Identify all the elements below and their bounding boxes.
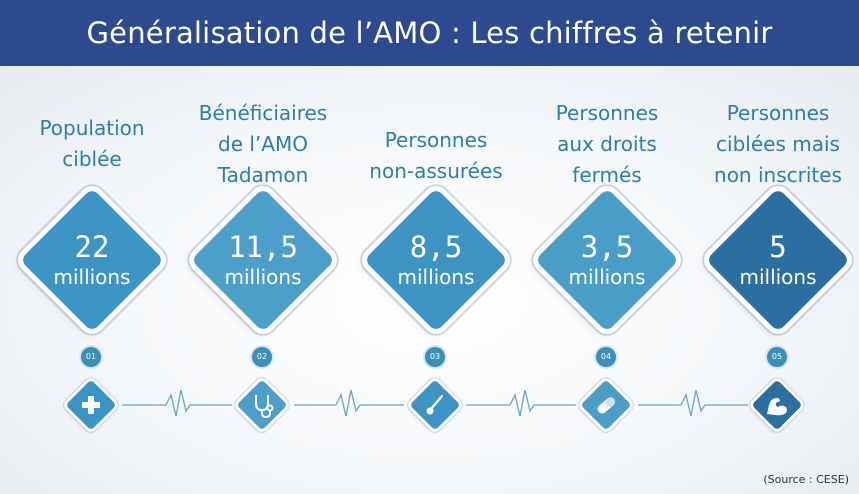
source-note: (Source : CESE) (763, 473, 849, 486)
icon-badge-4 (578, 377, 634, 433)
step-number-5: 05 (767, 347, 787, 367)
value-unit: millions (568, 265, 646, 289)
diamond-text: 5 millions (703, 185, 853, 335)
label-line: Personnes (555, 101, 659, 125)
pill-icon (597, 397, 616, 414)
value-number: 11,5 (228, 230, 298, 264)
label-line: ciblées mais (716, 132, 840, 156)
label-beneficiaires: Bénéficiaires de l’AMO Tadamon (178, 98, 348, 191)
label-line: aux droits (557, 132, 657, 156)
icon-badge-2 (234, 377, 290, 433)
medical-cross-icon (82, 396, 100, 414)
label-line: fermés (572, 163, 642, 187)
step-number-2: 02 (252, 347, 272, 367)
label-line: Bénéficiaires (198, 101, 328, 125)
value-number: 8,5 (409, 230, 463, 264)
label-line: de l’AMO (218, 132, 308, 156)
label-non-inscrites: Personnes ciblées mais non inscrites (693, 98, 859, 191)
label-line: Population (39, 116, 145, 140)
value-diamond-4: 3,5 millions (532, 185, 682, 335)
label-line: non-assurées (369, 159, 503, 183)
value-unit: millions (739, 265, 817, 289)
value-number: 5 (769, 230, 787, 264)
step-number-3: 03 (425, 347, 445, 367)
thermometer-icon (426, 394, 444, 415)
value-diamond-1: 22 millions (17, 185, 167, 335)
page-title: Généralisation de l’AMO : Les chiffres à… (86, 16, 773, 50)
value-number: 22 (74, 230, 110, 264)
heartbeat-line (122, 389, 748, 417)
label-line: Personnes (384, 128, 488, 152)
value-unit: millions (397, 265, 475, 289)
label-line: Personnes (726, 101, 830, 125)
value-unit: millions (224, 265, 302, 289)
title-banner: Généralisation de l’AMO : Les chiffres à… (0, 0, 859, 66)
arm-muscle-icon (767, 398, 787, 416)
icon-badge-3 (407, 377, 463, 433)
diamond-text: 8,5 millions (361, 185, 511, 335)
value-diamond-5: 5 millions (703, 185, 853, 335)
value-diamond-2: 11,5 millions (188, 185, 338, 335)
stethoscope-icon (255, 395, 274, 419)
label-droits-fermes: Personnes aux droits fermés (522, 98, 692, 191)
label-population-ciblee: Population ciblée (7, 113, 177, 175)
step-number-4: 04 (596, 347, 616, 367)
step-number-1: 01 (81, 347, 101, 367)
label-line: Tadamon (217, 163, 309, 187)
label-non-assurees: Personnes non-assurées (351, 125, 521, 187)
value-unit: millions (53, 265, 131, 289)
icon-badge-5 (749, 377, 805, 433)
diamond-text: 22 millions (17, 185, 167, 335)
label-line: ciblée (62, 147, 122, 171)
icon-badge-1 (63, 377, 119, 433)
diamond-text: 11,5 millions (188, 185, 338, 335)
diamond-text: 3,5 millions (532, 185, 682, 335)
value-number: 3,5 (580, 230, 634, 264)
label-line: non inscrites (714, 163, 842, 187)
value-diamond-3: 8,5 millions (361, 185, 511, 335)
